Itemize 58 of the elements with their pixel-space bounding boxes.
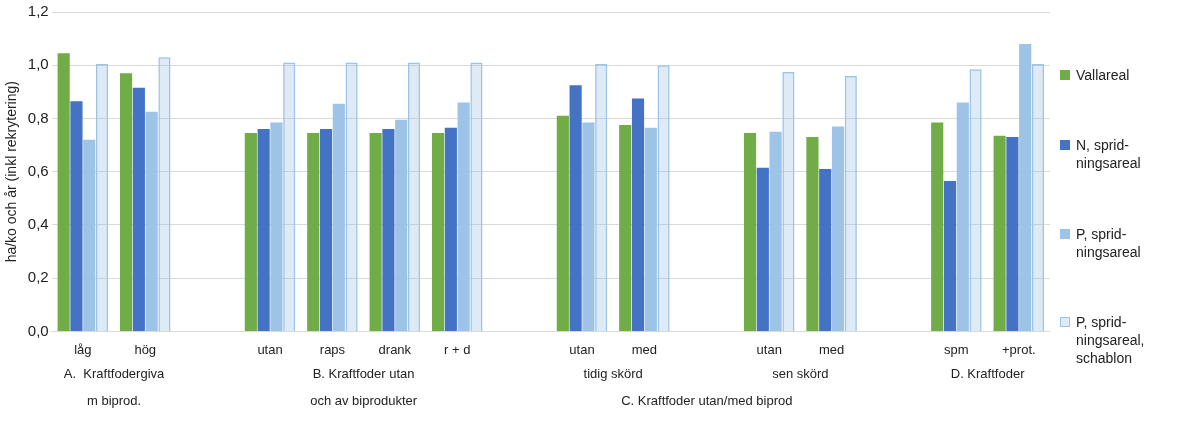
legend-label: P, sprid-ningsareal, schablon bbox=[1076, 312, 1146, 367]
bar bbox=[257, 129, 270, 331]
bar bbox=[943, 181, 957, 331]
bar bbox=[444, 127, 457, 331]
x-tick-label: med bbox=[818, 341, 845, 357]
bar bbox=[382, 129, 395, 331]
bar bbox=[993, 135, 1006, 331]
text: A. Kraftfodergiva bbox=[63, 366, 166, 382]
bar bbox=[569, 85, 582, 331]
x-tick-label: hög bbox=[134, 341, 157, 357]
bar bbox=[582, 122, 595, 331]
text: tidig skörd bbox=[583, 366, 643, 382]
y-tick-label: 0,8 bbox=[27, 108, 49, 126]
x-tick-label: r + d bbox=[444, 341, 471, 357]
bar bbox=[244, 133, 257, 331]
bar bbox=[70, 101, 83, 331]
x-tick-label: utan bbox=[756, 341, 782, 357]
y-tick-label: 1,2 bbox=[27, 2, 49, 20]
bar bbox=[132, 87, 145, 331]
y-tick-label: 0,6 bbox=[27, 161, 49, 179]
bar bbox=[595, 63, 608, 331]
x-tick-label: låg bbox=[74, 341, 92, 357]
bar bbox=[619, 125, 632, 331]
x-tick-label: utan bbox=[257, 341, 283, 357]
text: sen skörd bbox=[772, 366, 829, 382]
text: B. Kraftfoder utan bbox=[312, 366, 415, 382]
y-tick-label: 0,2 bbox=[27, 268, 49, 286]
y-tick-label: 0,4 bbox=[27, 215, 49, 233]
bar bbox=[1006, 137, 1019, 331]
bar bbox=[319, 129, 333, 331]
x-tick-label: +prot. bbox=[1002, 341, 1036, 357]
bar bbox=[556, 115, 569, 331]
bar bbox=[307, 133, 320, 331]
bar bbox=[756, 167, 769, 331]
text: och av biprodukter bbox=[310, 393, 418, 409]
x-tick-label: spm bbox=[944, 341, 969, 357]
bar bbox=[743, 133, 757, 331]
text: C. Kraftfoder utan/med biprod bbox=[621, 393, 793, 409]
y-axis-title: ha/ko och år (inkl rekrytering) bbox=[3, 81, 20, 263]
bar bbox=[119, 73, 133, 331]
bar bbox=[631, 98, 645, 331]
x-tick-label: raps bbox=[319, 341, 346, 357]
x-tick-label: med bbox=[631, 341, 658, 357]
x-tick-label: utan bbox=[569, 341, 595, 357]
legend-label: P, sprid-ningsareal bbox=[1076, 224, 1142, 261]
bar bbox=[806, 137, 819, 331]
bar bbox=[431, 133, 445, 331]
bar bbox=[819, 169, 832, 331]
y-tick-label: 1,0 bbox=[27, 55, 49, 73]
bar bbox=[57, 53, 70, 331]
legend-label: N, sprid-ningsareal bbox=[1076, 136, 1142, 173]
text: m biprod. bbox=[86, 393, 142, 409]
bar bbox=[369, 133, 382, 331]
text: D. Kraftfoder bbox=[950, 366, 1026, 382]
x-tick-label: drank bbox=[378, 341, 412, 357]
legend-label: Vallareal bbox=[1076, 66, 1131, 85]
bar bbox=[931, 122, 944, 331]
y-tick-label: 0,0 bbox=[27, 321, 49, 339]
